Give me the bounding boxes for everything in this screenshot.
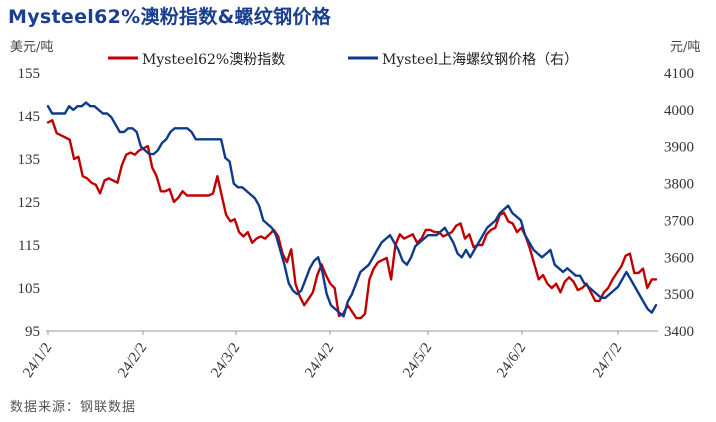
series-line-rebar-price [46, 101, 658, 318]
legend-label-rebar: Mysteel上海螺纹钢价格（右） [382, 52, 578, 68]
y-right-tick-label: 3800 [664, 177, 694, 193]
x-tick-label: 24/3/2 [208, 340, 243, 381]
legend: Mysteel62%澳粉指数 Mysteel上海螺纹钢价格（右） [108, 52, 578, 68]
y-right-tick-label: 3900 [664, 140, 694, 156]
y-left-tick-label: 115 [18, 238, 40, 254]
series-group [46, 101, 658, 320]
y-left-tick-label: 125 [18, 195, 41, 211]
x-tick-label: 24/7/2 [590, 340, 625, 381]
chart-title: Mysteel62%澳粉指数&螺纹钢价格 [8, 6, 332, 28]
y-right-tick-label: 3500 [664, 287, 694, 303]
y-left-tick-label: 95 [25, 324, 40, 340]
source-note: 数据来源：钢联数据 [10, 400, 137, 415]
y-left-tick-label: 135 [18, 152, 41, 168]
x-tick-label: 24/5/2 [400, 340, 435, 381]
y-right-tick-label: 3400 [664, 324, 694, 340]
x-tick-label: 24/2/2 [115, 340, 150, 381]
y-right-tick-label: 3600 [664, 250, 694, 266]
series-line-iron-ore-index [46, 119, 658, 320]
x-tick-label: 24/6/2 [494, 340, 529, 381]
left-axis-unit: 美元/吨 [10, 40, 54, 55]
y-right-tick-label: 4100 [664, 66, 694, 82]
y-left-tick-label: 145 [18, 109, 41, 125]
y-right-tick-label: 3700 [664, 213, 694, 229]
x-tick-label: 24/1/2 [20, 340, 55, 381]
y-right-tick-label: 4000 [664, 103, 694, 119]
legend-label-iron-ore: Mysteel62%澳粉指数 [142, 52, 285, 68]
x-tick-label: 24/4/2 [302, 340, 337, 381]
y-left-tick-label: 155 [18, 66, 41, 82]
right-axis-unit: 元/吨 [670, 40, 701, 55]
y-left-tick-label: 105 [18, 281, 41, 297]
axes: 95 105 115 125 135 145 155 3400 3500 3600 3700 3800… [18, 66, 695, 381]
